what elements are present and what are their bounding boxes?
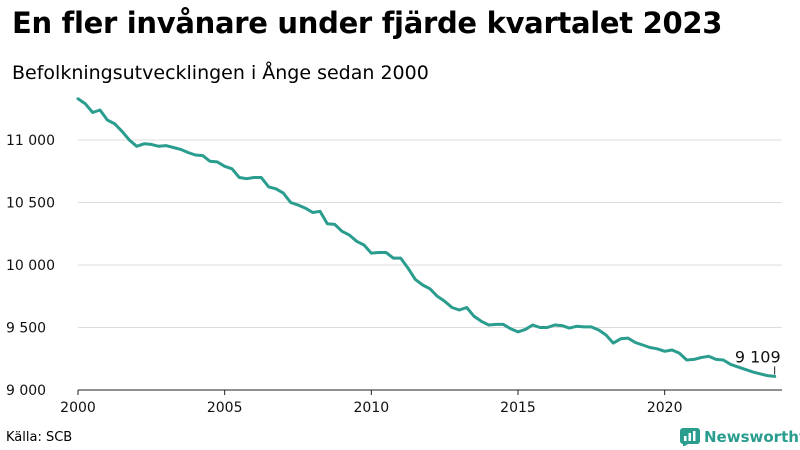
y-tick-label: 11 000 <box>6 133 55 149</box>
brand-logo: Newsworthy <box>680 428 800 446</box>
x-tick-label: 2020 <box>647 400 683 416</box>
y-tick-label: 10 500 <box>6 196 55 212</box>
y-tick-label: 10 000 <box>6 258 55 274</box>
newsworthy-icon <box>680 428 700 446</box>
series-layer <box>76 97 777 378</box>
chart-title: En fler invånare under fjärde kvartalet … <box>12 6 723 40</box>
axis-layer: 9 000 9 500 10 000 10 500 11 000 2000 2005 2010… <box>6 133 682 416</box>
x-tick-label: 2005 <box>207 400 243 416</box>
chart-subtitle: Befolkningsutvecklingen i Ånge sedan 200… <box>12 62 429 84</box>
label-layer: 9 109 <box>735 347 781 375</box>
series-line <box>76 97 777 378</box>
x-tick-label: 2010 <box>354 400 390 416</box>
end-value-label: 9 109 <box>735 347 781 366</box>
brand-name: Newsworthy <box>704 428 800 446</box>
x-tick-label: 2015 <box>500 400 536 416</box>
x-tick-label: 2000 <box>60 400 96 416</box>
source-note: Källa: SCB <box>6 430 73 445</box>
y-tick-label: 9 000 <box>6 383 46 399</box>
y-tick-label: 9 500 <box>6 321 46 337</box>
